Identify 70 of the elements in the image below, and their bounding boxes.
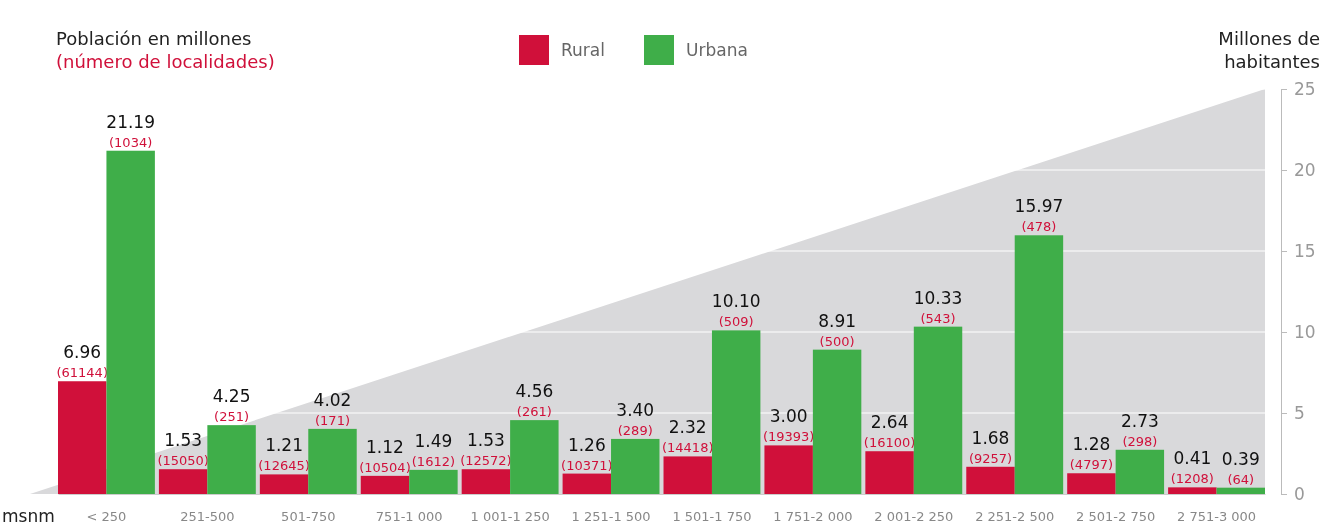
data-label: 1.28 (4797) [1069, 434, 1114, 473]
data-label: 8.91 (500) [818, 310, 857, 349]
y-tick-label: 25 [1294, 78, 1316, 99]
data-label: 2.32 (14418) [661, 417, 714, 456]
x-tick-label: 2 001-2 250 [874, 509, 954, 525]
bar [409, 469, 458, 494]
data-label: 6.96 (61144) [56, 342, 108, 381]
x-tick-label: 2 501-2 750 [1076, 509, 1156, 525]
x-tick-label: 1 001-1 250 [470, 509, 550, 525]
y-tick-label: 20 [1294, 159, 1316, 180]
x-axis-title: msnm [2, 506, 55, 526]
x-tick-label: 751-1 000 [375, 509, 443, 525]
x-tick-label: 251-500 [180, 509, 235, 525]
y-axis-title: Millones de habitantes [1218, 28, 1320, 72]
data-label: 0.41 (1208) [1170, 448, 1214, 487]
y-tick-label: 10 [1294, 321, 1316, 342]
bar [812, 349, 862, 494]
bar [1067, 473, 1116, 494]
data-label: 10.33 (543) [913, 287, 963, 326]
data-label: 1.21 (12645) [258, 435, 310, 474]
legend-label: Rural [561, 40, 605, 60]
chart-subtitle: (número de localidades) [56, 51, 275, 72]
bar [360, 475, 410, 494]
x-tick-label: 2 751-3 000 [1177, 509, 1257, 525]
bar [865, 451, 914, 494]
bar [259, 474, 309, 494]
data-label: 1.49 (1612) [411, 430, 456, 469]
bar [711, 330, 761, 494]
data-label: 0.39 (64) [1221, 448, 1260, 487]
y-tick-label: 5 [1294, 402, 1305, 423]
x-tick-label: 2 251-2 500 [975, 509, 1055, 525]
data-label: 4.25 (251) [212, 386, 251, 425]
x-tick-label: 1 751-2 000 [773, 509, 853, 525]
bar [510, 420, 559, 494]
data-label: 3.40 (289) [616, 399, 655, 438]
bar [1115, 449, 1165, 494]
data-label: 4.56 (261) [515, 381, 554, 420]
data-label: 1.53 (15050) [157, 430, 209, 469]
legend-label: Urbana [686, 40, 748, 60]
data-label: 4.02 (171) [313, 389, 352, 428]
bar [764, 445, 813, 494]
bar [913, 326, 963, 494]
bar [611, 438, 660, 494]
bar [1168, 487, 1217, 494]
bar [158, 469, 208, 494]
y-tick-label: 15 [1294, 240, 1316, 261]
bar [663, 456, 712, 494]
x-tick-label: 501-750 [281, 509, 336, 525]
x-tick-label: 1 251-1 500 [571, 509, 651, 525]
y-tick-label: 0 [1294, 483, 1305, 504]
data-label: 1.68 (9257) [968, 427, 1013, 466]
data-label: 15.97 (478) [1014, 196, 1064, 235]
data-label: 2.73 (298) [1120, 410, 1159, 449]
bar [461, 469, 511, 494]
bar [562, 473, 612, 494]
data-label: 10.10 (509) [711, 291, 761, 330]
chart-title: Población en millones [56, 28, 252, 49]
bar [308, 428, 357, 494]
x-tick-label: 1 501-1 750 [672, 509, 752, 525]
bar [58, 381, 107, 494]
data-label: 2.64 (16100) [863, 412, 916, 451]
bar [966, 466, 1015, 494]
data-label: 3.00 (19393) [762, 406, 815, 445]
bar [1014, 235, 1064, 494]
data-label: 21.19 (1034) [106, 111, 155, 150]
x-tick-label: < 250 [86, 509, 127, 525]
bar [1216, 487, 1265, 494]
bar [106, 150, 155, 494]
bar [207, 425, 256, 494]
data-label: 1.12 (10504) [359, 436, 411, 475]
